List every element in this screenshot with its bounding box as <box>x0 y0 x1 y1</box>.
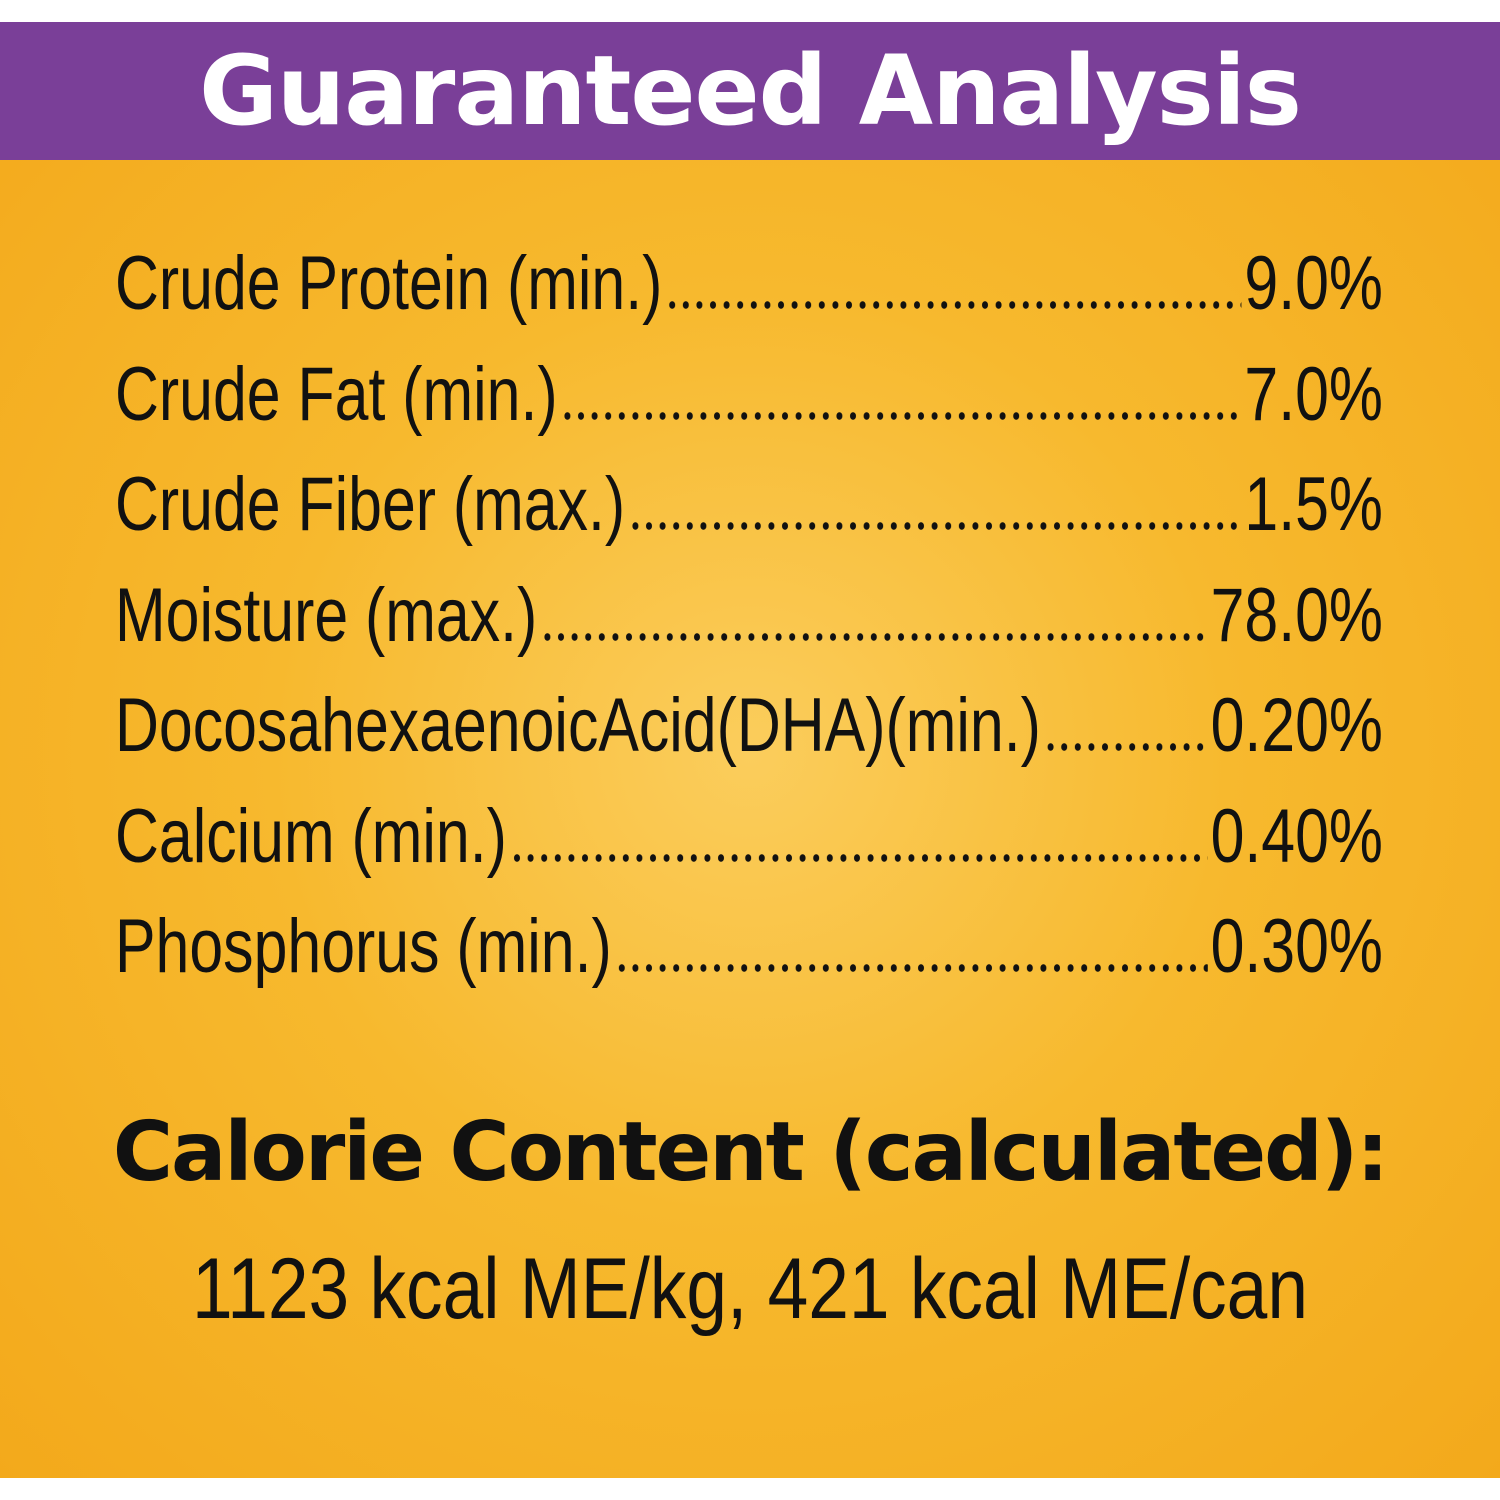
analysis-row: Crude Fat (min.) 7.0% <box>115 351 1383 462</box>
calorie-text: 1123 kcal ME/kg, 421 kcal ME/can <box>192 1241 1308 1337</box>
analysis-row: Moisture (max.) 78.0% <box>115 572 1383 683</box>
nutrient-value: 9.0% <box>1244 241 1383 326</box>
nutrient-value: 0.40% <box>1210 793 1383 879</box>
nutrient-label: Calcium (min.) <box>115 793 507 879</box>
dot-leader <box>560 411 1242 420</box>
dot-leader <box>1044 743 1208 751</box>
nutrient-value: 78.0% <box>1210 572 1383 658</box>
dot-leader <box>665 301 1242 309</box>
dot-leader <box>614 964 1208 972</box>
nutrient-label: Crude Fiber (max.) <box>115 462 626 547</box>
analysis-row: DocosahexaenoicAcid(DHA)(min.) 0.20% <box>115 682 1383 793</box>
dot-leader <box>540 632 1208 641</box>
nutrient-value: 0.20% <box>1210 683 1383 768</box>
nutrient-label: Phosphorus (min.) <box>115 904 612 989</box>
analysis-row: Crude Protein (min.) 9.0% <box>115 240 1383 351</box>
nutrient-label: Crude Fat (min.) <box>115 351 558 437</box>
nutrient-label: Crude Protein (min.) <box>115 241 663 326</box>
nutrient-value: 0.30% <box>1210 904 1383 989</box>
nutrient-value: 7.0% <box>1244 351 1383 437</box>
dot-leader <box>628 522 1242 530</box>
analysis-row: Crude Fiber (max.) 1.5% <box>115 461 1383 572</box>
dot-leader <box>510 853 1208 862</box>
analysis-row: Calcium (min.) 0.40% <box>115 793 1383 904</box>
header: Guaranteed Analysis <box>0 22 1500 160</box>
nutrient-label: DocosahexaenoicAcid(DHA)(min.) <box>115 683 1041 768</box>
panel: Crude Protein (min.) 9.0% Crude Fat (min.)… <box>0 160 1500 1478</box>
nutrient-label: Moisture (max.) <box>115 572 538 658</box>
nutrient-value: 1.5% <box>1244 462 1383 547</box>
analysis-row: Phosphorus (min.) 0.30% <box>115 903 1383 1014</box>
analysis-table: Crude Protein (min.) 9.0% Crude Fat (min.)… <box>115 240 1383 1014</box>
title: Guaranteed Analysis <box>199 35 1302 147</box>
calorie-title: Calorie Content (calculated): <box>112 1105 1389 1200</box>
